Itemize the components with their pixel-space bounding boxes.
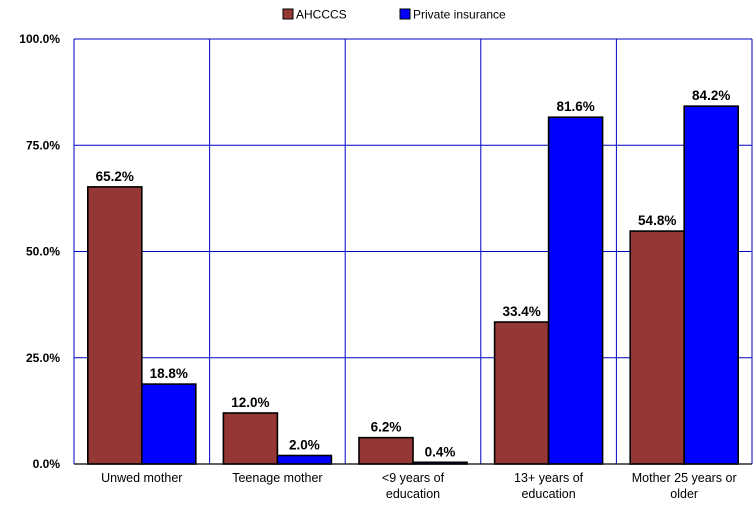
legend-swatch-private [399, 8, 411, 20]
x-category-label-line: Teenage mother [232, 471, 322, 485]
x-category-label-4: Mother 25 years or older [632, 471, 737, 501]
bar-ahcccs-0 [87, 186, 143, 465]
x-category-label-line: <9 years of [382, 471, 445, 485]
x-category-label-line: education [521, 487, 575, 501]
legend-swatch-ahcccs [282, 8, 294, 20]
data-label-private-1: 2.0% [289, 438, 320, 453]
bar-private-0 [141, 383, 197, 465]
y-tick-label-4: 100.0% [19, 32, 60, 46]
bar-data-labels: 65.2% 18.8% 12.0% 2.0% 6.2% 0.4% 33.4% 81.6% 54.… [96, 88, 731, 459]
chart-legend: AHCCCS Private insurance [282, 8, 506, 22]
chart-bars [87, 105, 740, 465]
y-axis-tick-labels: 0.0% 25.0% 50.0% 75.0% 100.0% [19, 32, 60, 471]
bar-private-3 [547, 116, 604, 465]
x-category-label-line: 13+ years of [514, 471, 584, 485]
data-label-ahcccs-3: 33.4% [502, 304, 540, 319]
y-tick-label-1: 25.0% [26, 351, 60, 365]
y-tick-label-3: 75.0% [26, 138, 60, 152]
x-category-label-3: 13+ years of education [514, 471, 584, 501]
y-tick-label-0: 0.0% [33, 457, 61, 471]
bar-ahcccs-1 [222, 412, 279, 465]
bar-ahcccs-3 [493, 321, 550, 465]
y-tick-label-2: 50.0% [26, 245, 60, 259]
x-axis-category-labels: Unwed mother Teenage mother <9 years of edu… [101, 471, 737, 501]
data-label-ahcccs-1: 12.0% [231, 395, 269, 410]
bar-ahcccs-4 [629, 230, 686, 465]
x-category-label-line: older [670, 487, 698, 501]
bar-ahcccs-2 [358, 436, 414, 465]
bar-private-1 [276, 454, 333, 465]
x-category-label-line: Unwed mother [101, 471, 182, 485]
x-category-label-0: Unwed mother [101, 471, 182, 485]
x-category-label-1: Teenage mother [232, 471, 322, 485]
bar-private-2 [412, 461, 468, 465]
x-category-label-line: Mother 25 years or [632, 471, 737, 485]
data-label-private-3: 81.6% [556, 99, 594, 114]
data-label-ahcccs-2: 6.2% [371, 420, 402, 435]
data-label-private-2: 0.4% [425, 444, 456, 459]
data-label-private-4: 84.2% [692, 88, 730, 103]
bar-private-4 [683, 105, 740, 465]
x-category-label-2: <9 years of education [382, 471, 445, 501]
data-label-ahcccs-4: 54.8% [638, 213, 676, 228]
legend-label-private: Private insurance [413, 8, 506, 22]
x-category-label-line: education [386, 487, 440, 501]
data-label-private-0: 18.8% [150, 366, 188, 381]
data-label-ahcccs-0: 65.2% [96, 169, 134, 184]
legend-label-ahcccs: AHCCCS [296, 8, 347, 22]
